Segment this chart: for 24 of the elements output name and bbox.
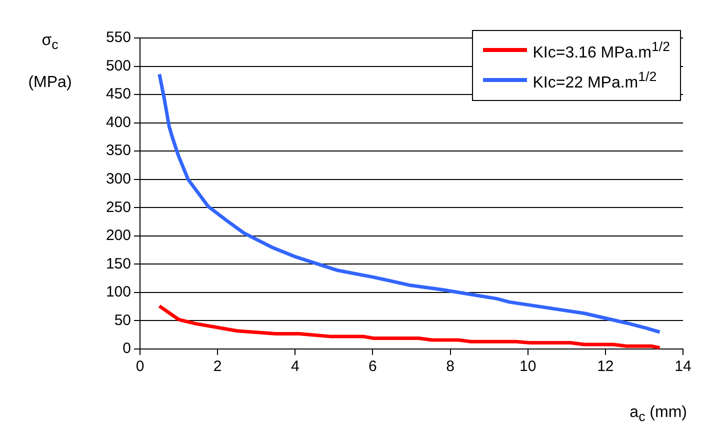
x-tick-label: 12: [597, 358, 614, 376]
x-axis-title: a$_{c}$ (mm): [630, 404, 687, 424]
y-tick-label: 350: [106, 142, 131, 160]
x-tick-label: 4: [290, 358, 300, 376]
y-tick-label: 250: [106, 198, 131, 216]
y-tick-label: 200: [106, 227, 131, 244]
y-tick-label: 400: [106, 114, 131, 131]
y-tick-label: 100: [106, 284, 131, 301]
x-tick-label: 8: [446, 358, 454, 376]
y-tick-label: 450: [106, 86, 131, 103]
legend-label: KIc=3.16 MPa.m$^{1/2}$: [532, 38, 670, 64]
x-tick-label: 2: [213, 358, 222, 376]
y-tick-label: 50: [114, 312, 131, 329]
x-tick-label: 0: [136, 358, 144, 376]
x-tick-label: 10: [520, 358, 536, 376]
y-tick-label: 150: [106, 255, 131, 272]
y-tick-label: 550: [106, 29, 131, 46]
text: σ$_{c}$ (MPa): [28, 32, 72, 92]
y-tick-label: 0: [122, 340, 131, 358]
x-tick-label: 14: [674, 358, 692, 376]
y-tick-label: 500: [106, 57, 131, 74]
legend-label: KIc=22 MPa.m$^{1/2}$: [532, 68, 657, 94]
y-tick-label: 300: [106, 170, 131, 188]
x-tick-label: 6: [368, 358, 377, 376]
